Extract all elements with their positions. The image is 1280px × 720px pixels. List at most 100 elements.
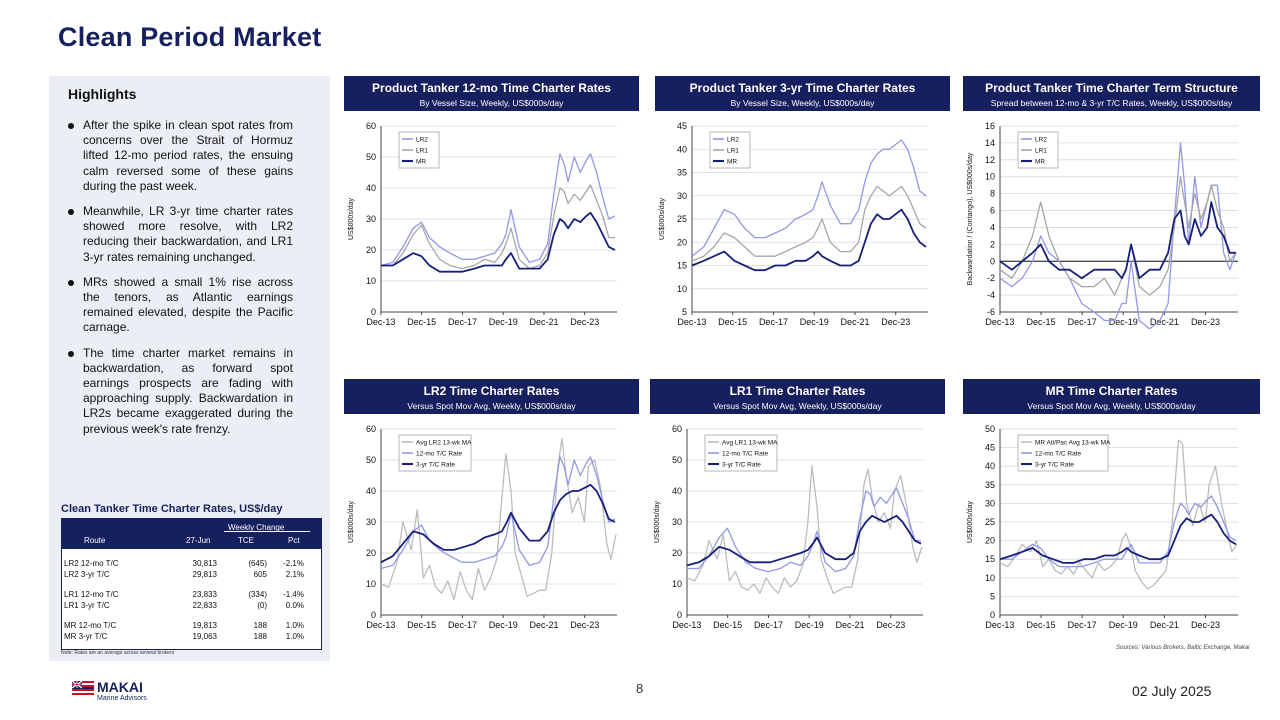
legend-label: 3-yr T/C Rate [416, 462, 455, 469]
table-cell: 19,063 [192, 632, 217, 641]
chart-svg: 0 10 20 30 40 50 60 Dec-13 Dec-15 Dec-17 Dec-19 Dec… [348, 424, 617, 630]
y-tick-label: 12 [985, 155, 995, 165]
series-line [999, 439, 1238, 590]
logo-name: MAKAI [97, 679, 143, 695]
y-axis-label: US$000s/day [659, 197, 666, 240]
x-tick-label: Dec-17 [448, 620, 477, 630]
table-cell: 22,833 [192, 601, 217, 610]
weekly-change-header: Weekly Change [228, 523, 285, 532]
chart-svg: 5 10 15 20 25 30 35 40 45 Dec-13 Dec-15 Dec-17 Dec-1… [659, 121, 928, 327]
highlight-item: Meanwhile, LR 3-yr time charter rates sh… [63, 204, 293, 265]
chart-header: LR1 Time Charter Rates Versus Spot Mov Av… [650, 379, 945, 414]
y-tick-label: -6 [987, 307, 995, 317]
y-tick-label: 30 [366, 214, 376, 224]
highlights-panel: Highlights After the spike in clean spot… [49, 76, 330, 661]
y-tick-label: 30 [677, 191, 687, 201]
source-note: Sources: Various Brokers, Baltic Exchang… [1116, 645, 1250, 651]
series-line [381, 184, 615, 270]
y-tick-label: 0 [990, 610, 995, 620]
chart-panel: Product Tanker Time Charter Term Structu… [963, 76, 1260, 334]
legend-box [1017, 434, 1109, 472]
table-cell: 0.0% [285, 601, 304, 610]
y-tick-label: 60 [672, 424, 682, 434]
y-tick-label: 40 [985, 461, 995, 471]
report-date: 02 July 2025 [1132, 683, 1212, 699]
y-tick-label: 60 [366, 121, 376, 131]
chart-subtitle: Versus Spot Mov Avg, Weekly, US$000s/day [713, 401, 882, 411]
x-tick-label: Dec-13 [677, 317, 706, 327]
y-tick-label: 35 [677, 168, 687, 178]
table-cell: 19,813 [192, 621, 217, 630]
y-tick-label: 15 [677, 261, 687, 271]
x-tick-label: Dec-23 [570, 317, 599, 327]
chart-header: Product Tanker 3-yr Time Charter Rates By… [655, 76, 950, 111]
table-cell: 29,813 [192, 570, 217, 579]
y-tick-label: 16 [985, 121, 995, 131]
chart-panel: MR Time Charter Rates Versus Spot Mov Avg… [963, 379, 1260, 637]
chart-title: Product Tanker Time Charter Term Structu… [985, 81, 1238, 95]
y-tick-label: 4 [990, 222, 995, 232]
flag-icon [72, 681, 94, 695]
y-tick-label: 20 [366, 245, 376, 255]
x-tick-label: Dec-23 [570, 620, 599, 630]
legend-label: 12-mo T/C Rate [1035, 451, 1082, 458]
chart-panel: LR1 Time Charter Rates Versus Spot Mov Av… [650, 379, 945, 637]
table-cell: LR1 3-yr T/C [64, 601, 110, 610]
x-tick-label: Dec-13 [366, 620, 395, 630]
chart-title: LR1 Time Charter Rates [729, 384, 866, 398]
legend-label: LR1 [727, 148, 739, 155]
y-tick-label: 0 [371, 307, 376, 317]
table-cell: 1.0% [285, 632, 304, 641]
table-row: LR1 12-mo T/C 23,833 (334) -1.4% [62, 590, 321, 601]
y-tick-label: 40 [366, 183, 376, 193]
chart-title: Product Tanker 12-mo Time Charter Rates [372, 81, 611, 95]
table-cell: -2.1% [283, 559, 304, 568]
chart-title: Product Tanker 3-yr Time Charter Rates [689, 81, 916, 95]
y-axis-label: US$000s/day [654, 500, 661, 543]
table-cell: 23,833 [192, 590, 217, 599]
table-cell: (0) [257, 601, 267, 610]
chart-subtitle: Versus Spot Mov Avg, Weekly, US$000s/day [407, 401, 576, 411]
table-cell: 1.0% [285, 621, 304, 630]
y-tick-label: 50 [366, 152, 376, 162]
legend-label: MR [416, 159, 426, 166]
y-axis-label: US$000s/day [967, 500, 974, 543]
chart-subtitle: Spread between 12-mo & 3-yr T/C Rates, W… [990, 98, 1233, 108]
y-tick-label: 0 [677, 610, 682, 620]
legend-label: Avg LR1 13-wk MA [722, 440, 778, 447]
legend-label: LR2 [416, 137, 428, 144]
x-tick-label: Dec-17 [1068, 317, 1097, 327]
y-tick-label: 10 [985, 172, 995, 182]
table-cell: MR 12-mo T/C [64, 621, 117, 630]
table-cell: LR2 3-yr T/C [64, 570, 110, 579]
y-tick-label: 20 [985, 536, 995, 546]
x-tick-label: Dec-15 [718, 317, 747, 327]
x-tick-label: Dec-19 [1109, 620, 1138, 630]
y-axis-label: US$000s/day [348, 197, 355, 240]
series-line [691, 185, 927, 262]
x-tick-label: Dec-13 [985, 620, 1014, 630]
series-line [691, 139, 927, 257]
table-row: MR 12-mo T/C 19,813 188 1.0% [62, 621, 321, 632]
x-tick-label: Dec-17 [448, 317, 477, 327]
table-row: LR1 3-yr T/C 22,833 (0) 0.0% [62, 601, 321, 612]
series-line [380, 483, 616, 564]
table-cell: (334) [248, 590, 267, 599]
chart-svg: -6 -4 -2 0 2 4 6 8 10 12 14 16 Dec-13 Dec-15 Dec-17 Dec… [967, 121, 1238, 329]
legend-label: MR [1035, 159, 1045, 166]
table-note: Note: Rates are an average across severa… [61, 650, 175, 656]
y-tick-label: 10 [366, 579, 376, 589]
col-date: 27-Jun [186, 536, 211, 545]
chart-panel: Product Tanker 12-mo Time Charter Rates B… [344, 76, 639, 334]
x-tick-label: Dec-15 [407, 317, 436, 327]
series-line [380, 437, 617, 601]
x-tick-label: Dec-17 [754, 620, 783, 630]
x-tick-label: Dec-21 [840, 317, 869, 327]
y-tick-label: -2 [987, 273, 995, 283]
y-tick-label: 10 [677, 284, 687, 294]
chart-panel: LR2 Time Charter Rates Versus Spot Mov Av… [344, 379, 639, 637]
y-tick-label: 0 [990, 256, 995, 266]
y-tick-label: 50 [985, 424, 995, 434]
table-title: Clean Tanker Time Charter Rates, US$/day [61, 503, 283, 515]
chart-header: Product Tanker 12-mo Time Charter Rates B… [344, 76, 639, 111]
